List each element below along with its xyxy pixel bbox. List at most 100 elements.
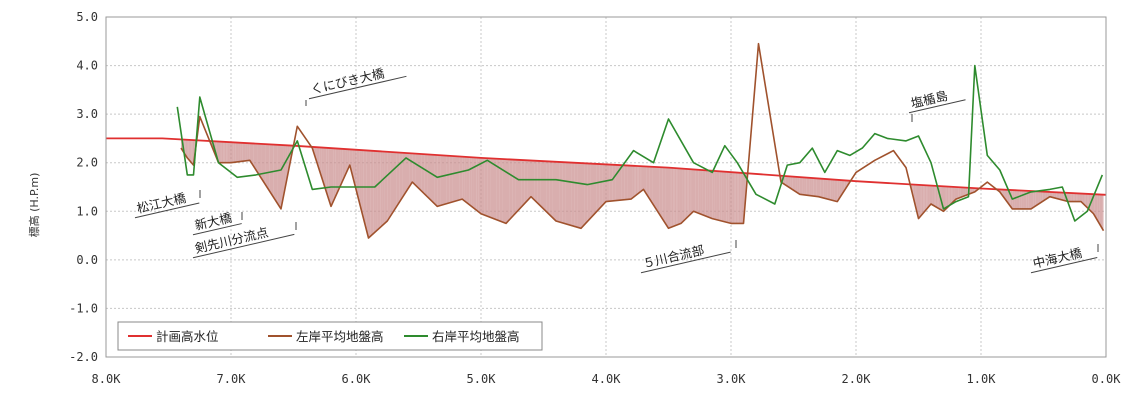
- fill-segment: [839, 179, 842, 198]
- fill-segment: [227, 142, 230, 163]
- fill-segment: [462, 156, 465, 201]
- fill-segment: [1102, 194, 1104, 231]
- fill-segment: [559, 161, 563, 223]
- fill-segment: [635, 165, 638, 196]
- fill-segment: [693, 169, 696, 213]
- fill-segment: [326, 147, 329, 200]
- fill-segment: [257, 143, 262, 179]
- fill-segment: [181, 139, 182, 150]
- fill-segment: [825, 178, 828, 200]
- fill-segment: [590, 163, 594, 219]
- fill-segment: [945, 186, 947, 210]
- fill-segment: [509, 159, 513, 221]
- fill-segment: [375, 151, 378, 232]
- fill-segment: [464, 156, 467, 203]
- fill-segment: [185, 139, 187, 157]
- fill-segment: [804, 177, 807, 196]
- fill-segment: [723, 171, 727, 223]
- fill-segment: [732, 172, 735, 224]
- fill-segment: [584, 163, 588, 225]
- fill-segment: [191, 140, 192, 164]
- fill-segment: [452, 156, 456, 202]
- y-tick-label: -1.0: [69, 301, 98, 315]
- fill-segment: [1054, 192, 1057, 199]
- fill-segment: [923, 185, 925, 214]
- fill-segment: [844, 180, 847, 191]
- fill-segment: [226, 141, 228, 163]
- fill-segment: [549, 161, 553, 218]
- y-tick-label: 0.0: [76, 253, 98, 267]
- annotation-label: 塩楯島: [909, 88, 949, 111]
- fill-segment: [581, 163, 585, 229]
- fill-segment: [188, 139, 189, 160]
- fill-segment: [1082, 193, 1085, 205]
- fill-segment: [1033, 191, 1036, 208]
- fill-segment: [740, 172, 742, 224]
- y-tick-label: 5.0: [76, 10, 98, 24]
- annotation-label: ５川合流部: [641, 242, 705, 271]
- legend-label: 左岸平均地盤高: [296, 329, 384, 344]
- fill-segment: [726, 171, 729, 223]
- fill-segment: [596, 163, 600, 212]
- fill-area: [181, 134, 1104, 238]
- fill-segment: [1031, 190, 1034, 209]
- fill-segment: [349, 149, 353, 175]
- fill-segment: [670, 167, 672, 228]
- fill-segment: [926, 185, 928, 210]
- fill-segment: [714, 170, 717, 220]
- fill-segment: [832, 179, 835, 201]
- fill-segment: [637, 165, 639, 195]
- fill-segment: [188, 139, 190, 161]
- fill-segment: [340, 148, 343, 186]
- fill-segment: [1007, 189, 1010, 205]
- annotation-underline: [134, 202, 200, 219]
- fill-segment: [229, 142, 231, 163]
- fill-segment: [606, 164, 610, 202]
- fill-segment: [615, 164, 619, 201]
- fill-segment: [948, 186, 950, 207]
- fill-segment: [682, 168, 685, 222]
- fill-segment: [540, 160, 544, 209]
- x-tick-label: 2.0K: [842, 372, 872, 386]
- fill-segment: [1085, 193, 1088, 208]
- fill-segment: [449, 155, 453, 203]
- fill-segment: [476, 157, 479, 212]
- fill-segment: [688, 169, 691, 216]
- fill-segment: [499, 158, 503, 223]
- fill-segment: [191, 140, 193, 165]
- annotation-label: 新大橋: [193, 210, 233, 233]
- fill-segment: [813, 178, 817, 197]
- fill-segment: [818, 178, 821, 198]
- fill-segment: [1042, 191, 1046, 202]
- fill-segment: [618, 164, 622, 201]
- fill-segment: [515, 159, 519, 214]
- fill-segment: [1077, 193, 1080, 202]
- x-tick-label: 8.0K: [92, 372, 122, 386]
- annotation-underline: [192, 223, 242, 236]
- fill-segment: [946, 186, 949, 209]
- x-tick-label: 3.0K: [717, 372, 747, 386]
- fill-segment: [811, 177, 814, 197]
- fill-segment: [1061, 192, 1064, 201]
- fill-segment: [952, 186, 955, 203]
- fill-segment: [1068, 192, 1071, 202]
- fill-segment: [277, 144, 281, 209]
- fill-segment: [921, 184, 924, 215]
- fill-segment: [366, 150, 369, 238]
- fill-segment: [932, 185, 935, 206]
- fill-segment: [247, 143, 250, 161]
- x-tick-label: 6.0K: [342, 372, 372, 386]
- fill-segment: [823, 178, 826, 199]
- fill-segment: [687, 168, 689, 218]
- fill-segment: [335, 148, 339, 197]
- fill-segment: [283, 145, 286, 199]
- fill-segment: [323, 147, 327, 192]
- fill-segment: [834, 179, 838, 202]
- fill-segment: [552, 161, 556, 221]
- fill-segment: [920, 184, 922, 217]
- fill-segment: [356, 149, 360, 202]
- annotation: 新大橋: [192, 210, 242, 236]
- fill-segment: [741, 172, 744, 224]
- y-axis-label: 標高 (H.P.m): [27, 173, 41, 238]
